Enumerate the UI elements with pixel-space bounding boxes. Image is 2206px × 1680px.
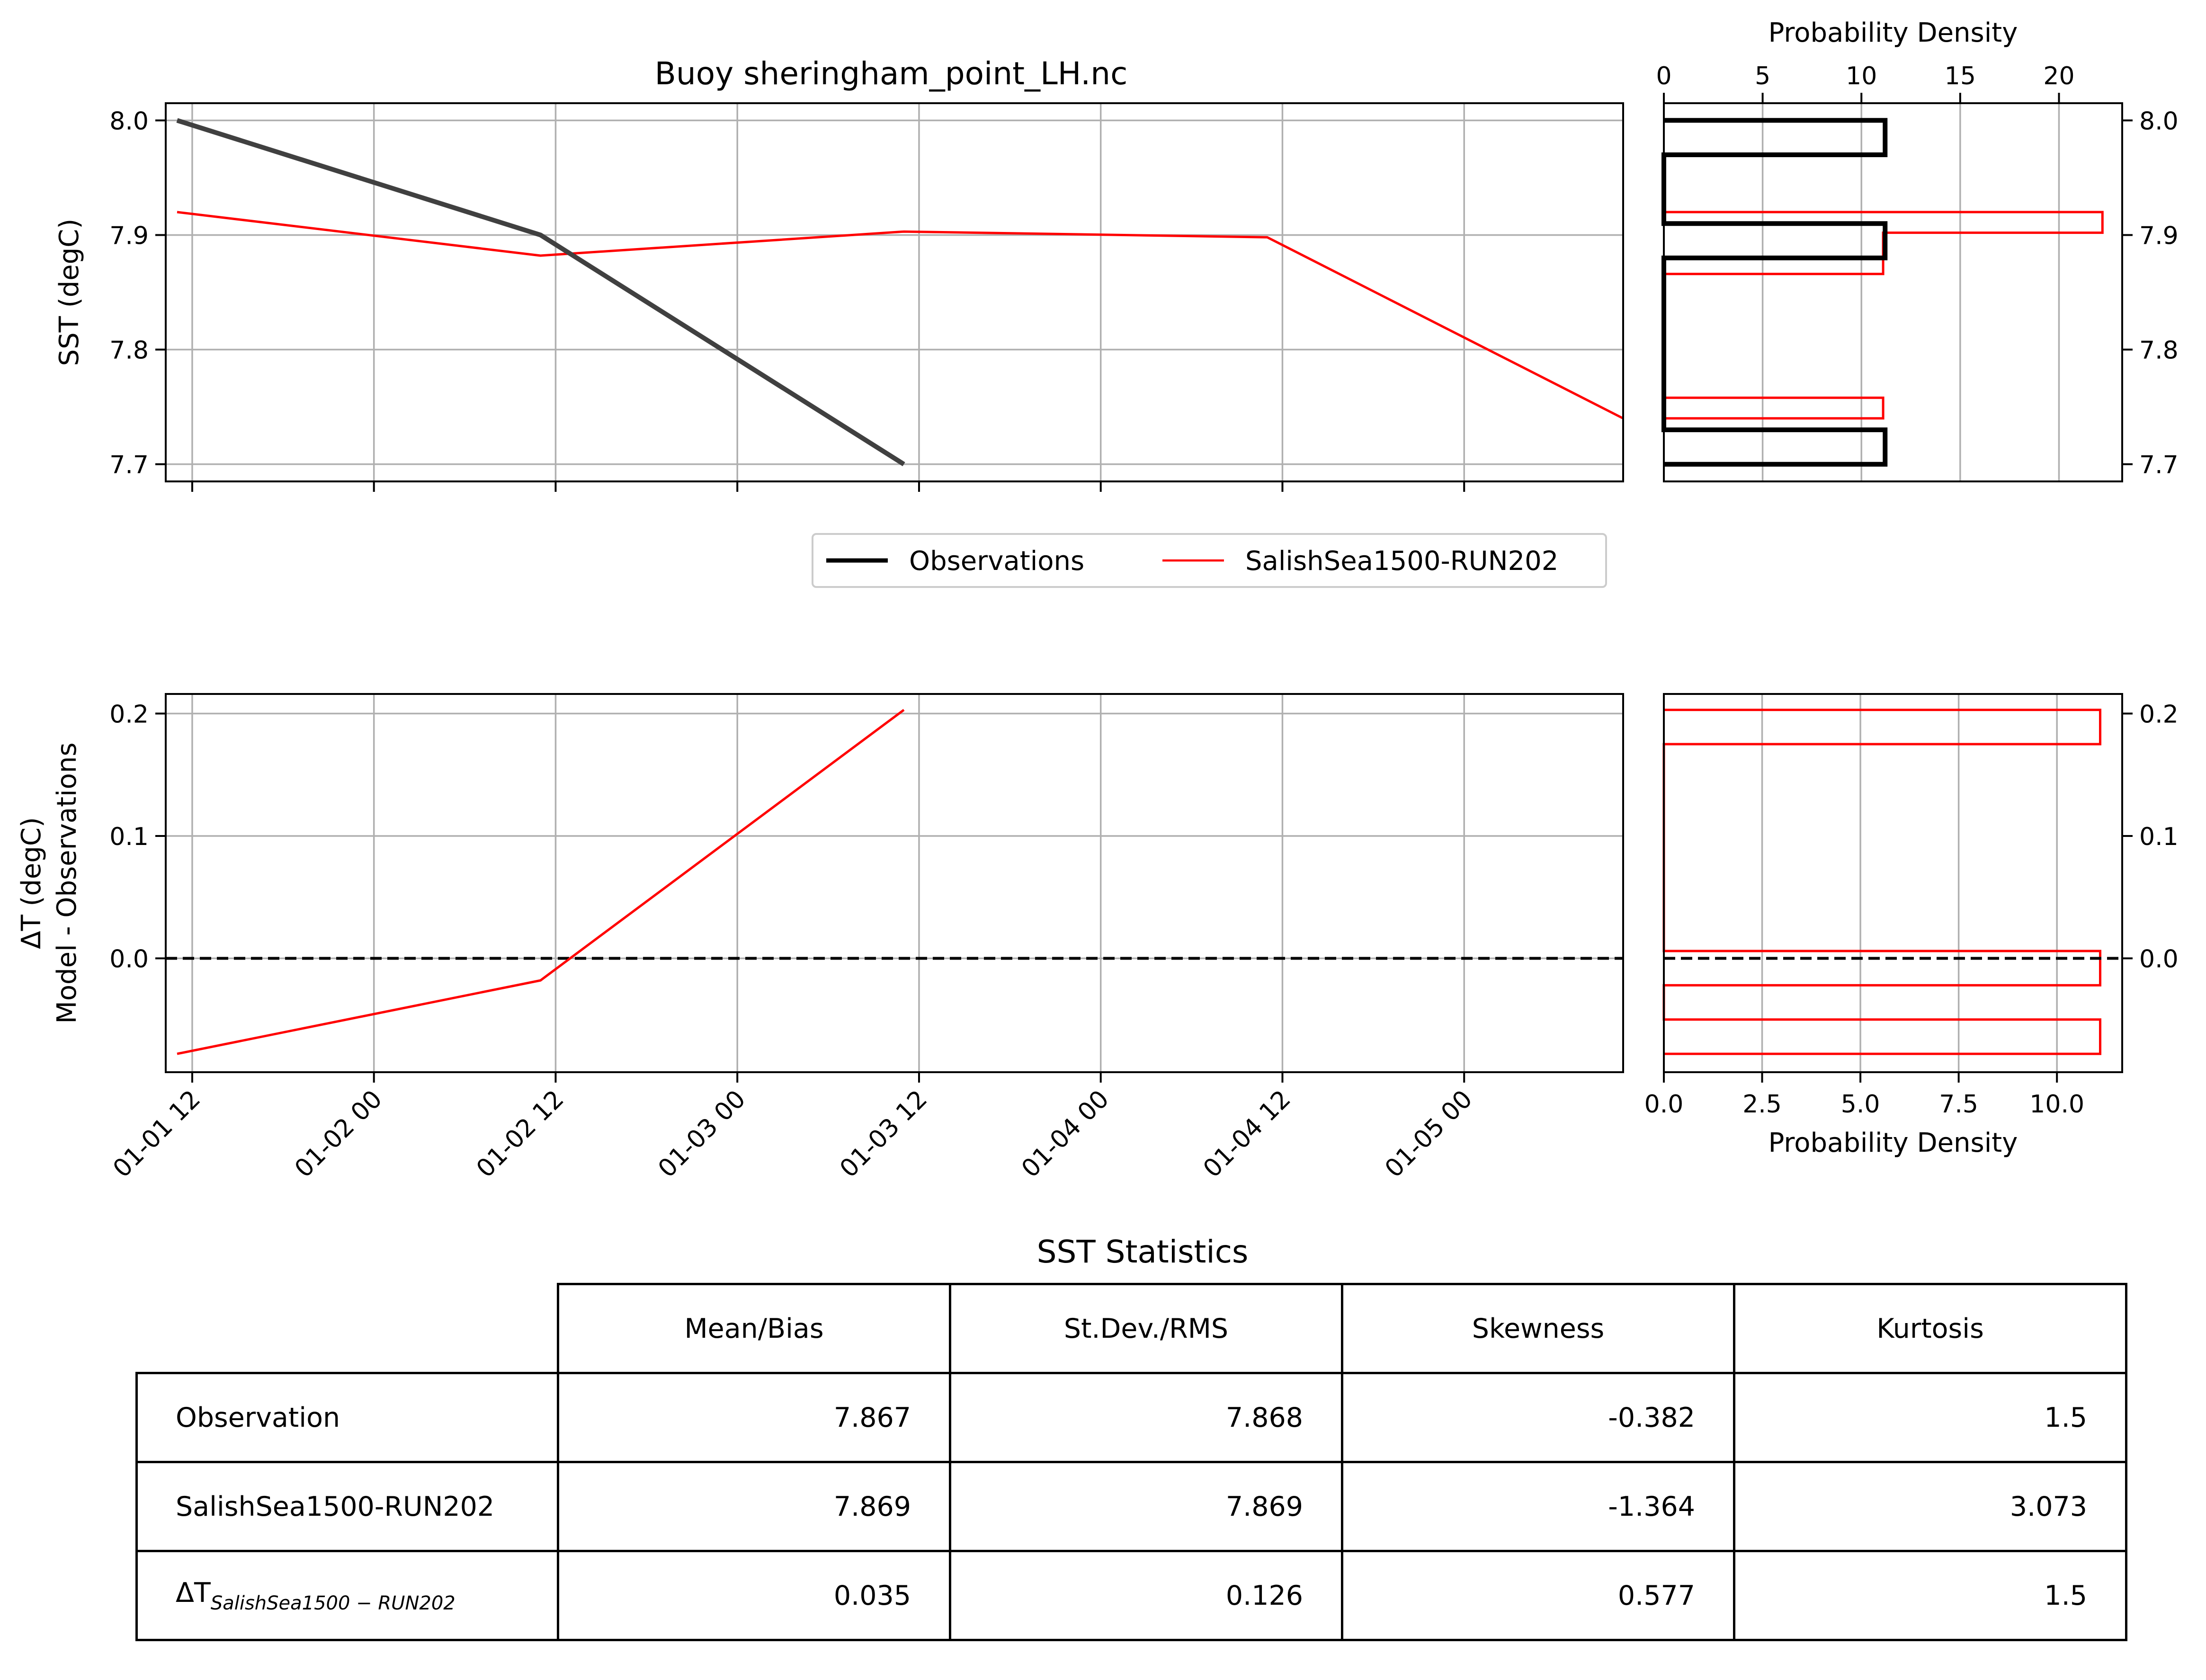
x-tick-label: 01-03 00 xyxy=(653,1085,751,1183)
plot-frame xyxy=(165,102,1624,482)
x-tick-label: 2.5 xyxy=(1742,1090,1782,1119)
x-tick-label: 01-01 12 xyxy=(107,1085,206,1183)
legend-label-observations: Observations xyxy=(909,546,1084,577)
x-tick-label: 5 xyxy=(1755,62,1770,90)
x-tick-label: 01-03 12 xyxy=(834,1085,933,1183)
difference-line xyxy=(177,709,905,1055)
table-cell: 7.867 xyxy=(557,1372,951,1463)
x-tick-label: 01-02 12 xyxy=(471,1085,570,1183)
y-tick-label: 0.1 xyxy=(109,823,149,851)
x-tick-label: 01-04 00 xyxy=(1016,1085,1115,1183)
x-tick-label: 20 xyxy=(2043,62,2074,90)
chart-title: Buoy sheringham_point_LH.nc xyxy=(655,55,1128,92)
table-cell: -1.364 xyxy=(1341,1461,1735,1552)
y-tick-label: 0.0 xyxy=(109,945,149,974)
x-tick-label: 0.0 xyxy=(1644,1090,1684,1119)
y-tick-label: 0.1 xyxy=(2139,823,2179,851)
table-header-cell: St.Dev./RMS xyxy=(949,1283,1343,1374)
sst-timeseries-panel: 7.7 7.8 7.9 8.0 SST (degC) xyxy=(54,102,1624,492)
table-header-row: Mean/Bias St.Dev./RMS Skewness Kurtosis xyxy=(136,1283,2127,1374)
y-tick-label: 7.8 xyxy=(2139,337,2179,365)
stats-table-title: SST Statistics xyxy=(1037,1234,1249,1270)
difference-timeseries-panel: 01-01 12 01-02 00 01-02 12 01-03 00 01-03 12… xyxy=(16,693,1624,1183)
x-axis-label: Probability Density xyxy=(1768,18,2018,48)
y-tick-label: 8.0 xyxy=(2139,107,2179,135)
x-tick-label: 01-04 12 xyxy=(1198,1085,1296,1183)
stats-table: Mean/Bias St.Dev./RMS Skewness Kurtosis … xyxy=(135,1283,2127,1641)
x-tick-label: 10.0 xyxy=(2029,1090,2084,1119)
difference-histogram-panel: 0.0 2.5 5.0 7.5 10.0 0.0 0.1 0.2 Probability Den… xyxy=(1644,693,2179,1158)
y-tick-label: 7.9 xyxy=(2139,222,2179,250)
delta-t-label: ΔT xyxy=(176,1577,211,1609)
delta-t-subscript: SalishSea1500 − RUN202 xyxy=(210,1592,455,1614)
y-tick-label: 7.7 xyxy=(109,451,149,480)
y-tick-label: 8.0 xyxy=(109,107,149,135)
table-header-cell: Mean/Bias xyxy=(557,1283,951,1374)
plot-frame xyxy=(1663,693,2123,1073)
table-cell: 7.869 xyxy=(557,1461,951,1552)
table-cell: 0.577 xyxy=(1341,1550,1735,1641)
y-axis-label-line2: Model - Observations xyxy=(52,742,82,1023)
x-tick-label: 10 xyxy=(1846,62,1877,90)
plot-frame xyxy=(165,693,1624,1073)
y-tick-label: 7.7 xyxy=(2139,451,2179,480)
x-tick-label: 0 xyxy=(1656,62,1671,90)
table-cell: 7.869 xyxy=(949,1461,1343,1552)
legend: Observations SalishSea1500-RUN202 xyxy=(812,533,1607,588)
x-tick-label: 15 xyxy=(1945,62,1976,90)
x-tick-label: 01-02 00 xyxy=(289,1085,388,1183)
observations-line xyxy=(176,118,905,466)
x-tick-label: 7.5 xyxy=(1939,1090,1978,1119)
y-tick-label: 7.9 xyxy=(109,222,149,250)
sst-histogram-panel: 0 5 10 15 20 7.7 7.8 7.9 8.0 Probability Density xyxy=(1656,18,2179,482)
table-cell: 1.5 xyxy=(1733,1550,2127,1641)
x-tick-label: 5.0 xyxy=(1841,1090,1880,1119)
table-row-label: SalishSea1500-RUN202 xyxy=(135,1461,559,1552)
table-cell: 3.073 xyxy=(1733,1461,2127,1552)
table-cell: 0.126 xyxy=(949,1550,1343,1641)
table-cell: 1.5 xyxy=(1733,1372,2127,1463)
model-histogram xyxy=(1662,709,2101,1055)
y-axis-label: SST (degC) xyxy=(54,219,85,366)
y-tick-label: 0.2 xyxy=(109,700,149,729)
table-cell: 7.868 xyxy=(949,1372,1343,1463)
table-row-label: Observation xyxy=(135,1372,559,1463)
y-axis-label-line1: ΔT (degC) xyxy=(16,817,47,949)
x-axis-label: Probability Density xyxy=(1768,1128,2018,1158)
table-cell: -0.382 xyxy=(1341,1372,1735,1463)
x-tick-label: 01-05 00 xyxy=(1380,1085,1478,1183)
y-tick-label: 0.2 xyxy=(2139,700,2179,729)
table-row: ΔTSalishSea1500 − RUN202 0.035 0.126 0.5… xyxy=(135,1550,2127,1641)
table-row-label: ΔTSalishSea1500 − RUN202 xyxy=(135,1550,559,1641)
table-corner-cell xyxy=(136,1284,559,1374)
legend-label-model: SalishSea1500-RUN202 xyxy=(1245,546,1558,577)
y-tick-label: 0.0 xyxy=(2139,945,2179,974)
table-header-cell: Skewness xyxy=(1341,1283,1735,1374)
table-cell: 0.035 xyxy=(557,1550,951,1641)
table-row: Observation 7.867 7.868 -0.382 1.5 xyxy=(135,1372,2127,1463)
table-header-cell: Kurtosis xyxy=(1733,1283,2127,1374)
plot-frame xyxy=(1663,102,2123,482)
observations-histogram xyxy=(1661,118,1888,467)
model-line xyxy=(177,211,1624,420)
y-tick-label: 7.8 xyxy=(109,337,149,365)
table-row: SalishSea1500-RUN202 7.869 7.869 -1.364 … xyxy=(135,1461,2127,1552)
